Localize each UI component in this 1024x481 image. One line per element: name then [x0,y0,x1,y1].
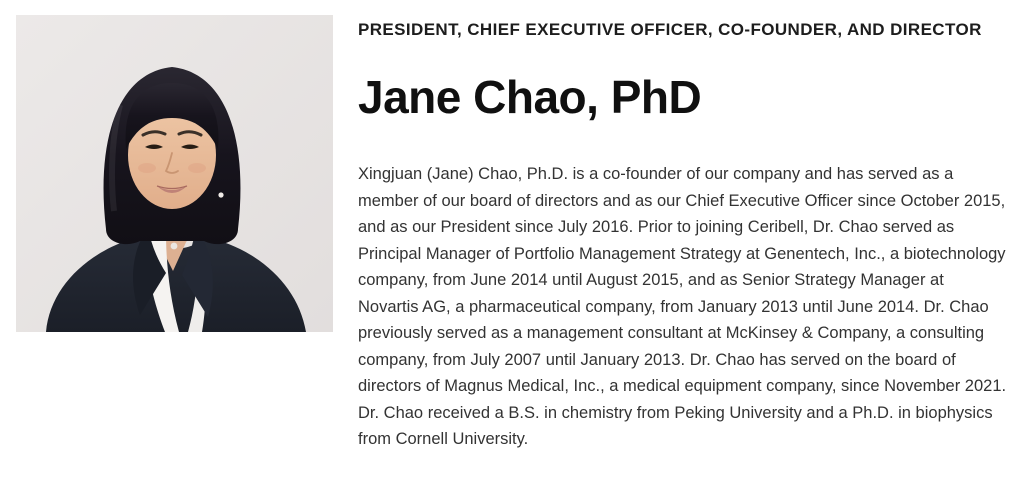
role-title: PRESIDENT, CHIEF EXECUTIVE OFFICER, CO-F… [358,20,982,39]
person-name: Jane Chao, PhD [358,70,702,123]
portrait-illustration [16,15,333,332]
bio-paragraph: Xingjuan (Jane) Chao, Ph.D. is a co-foun… [358,165,1007,449]
bio-content: PRESIDENT, CHIEF EXECUTIVE OFFICER, CO-F… [358,18,1008,453]
portrait-photo [16,15,333,332]
